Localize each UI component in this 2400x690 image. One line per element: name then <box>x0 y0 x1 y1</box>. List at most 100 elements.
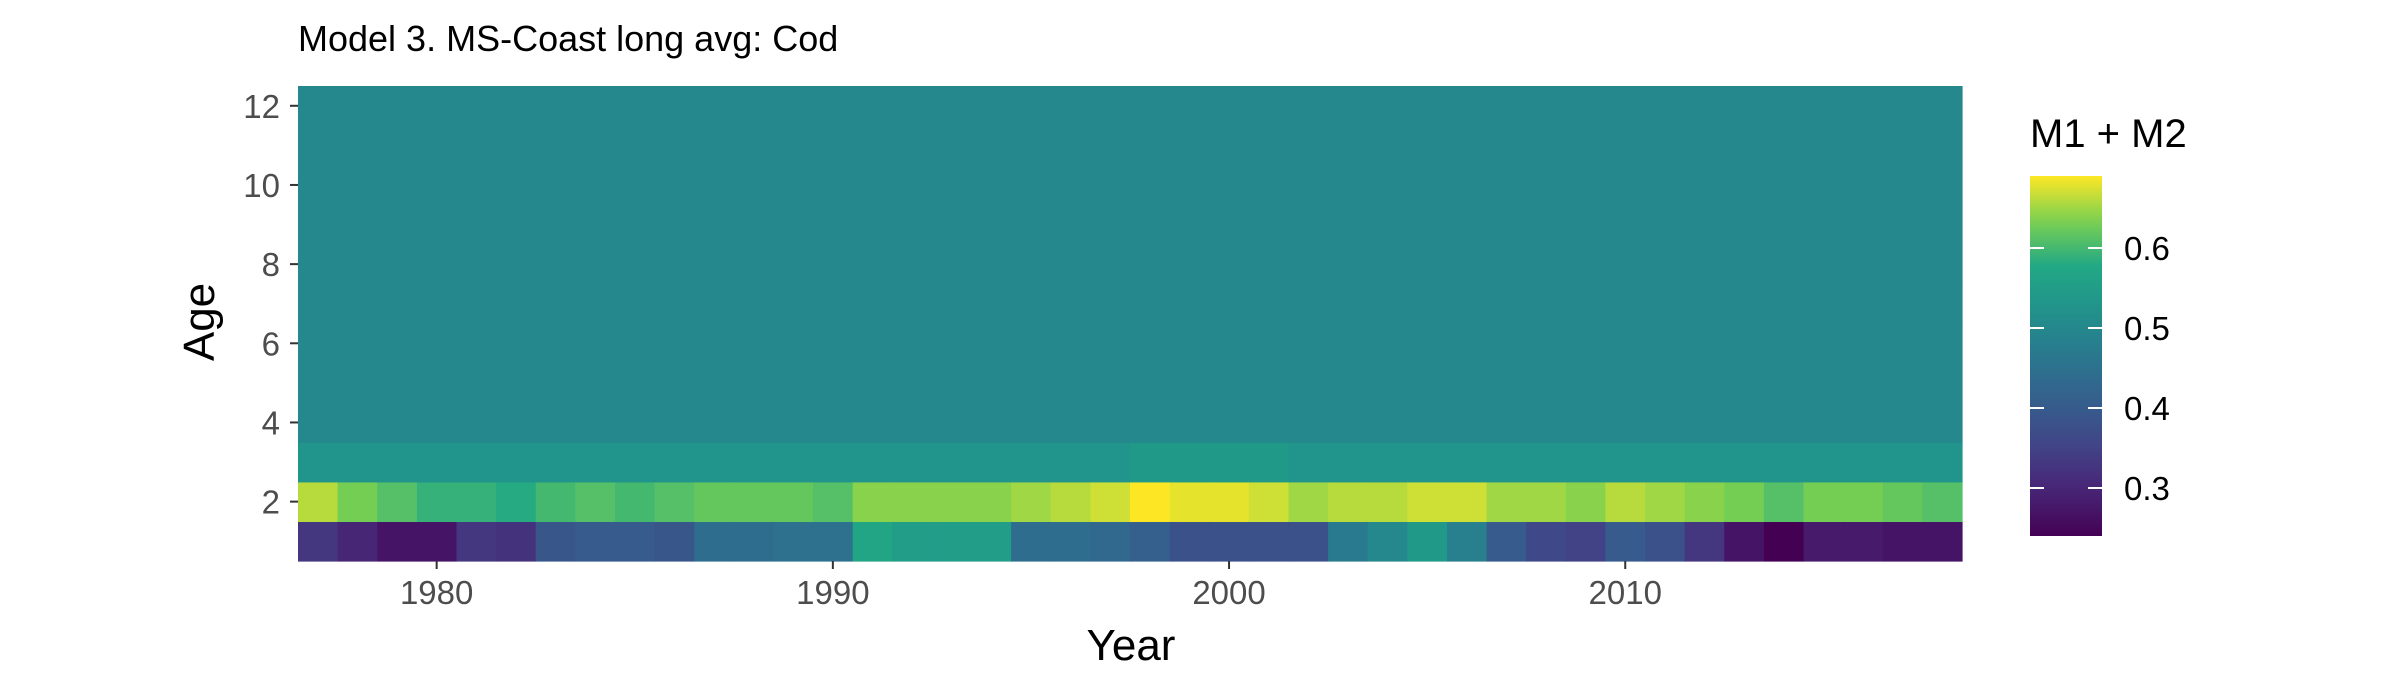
heatmap-cell <box>1446 323 1488 364</box>
heatmap-cell <box>377 283 418 325</box>
heatmap-cell <box>1050 244 1091 285</box>
heatmap-cell <box>852 363 893 404</box>
heatmap-cell <box>1248 402 1290 443</box>
heatmap-cell <box>654 402 695 443</box>
heatmap-cell <box>377 244 418 285</box>
heatmap-cell <box>1367 521 1408 562</box>
heatmap-cell <box>971 283 1012 325</box>
heatmap-cell <box>1605 363 1646 404</box>
heatmap-cell <box>1922 521 1963 562</box>
heatmap-cell <box>694 165 735 206</box>
heatmap-cell <box>614 244 656 285</box>
heatmap-cell <box>1288 442 1329 483</box>
heatmap-cell <box>377 125 418 166</box>
heatmap-cell <box>813 521 854 562</box>
heatmap-cell <box>654 244 695 285</box>
heatmap-cell <box>1288 402 1329 443</box>
heatmap-cell <box>1011 165 1052 206</box>
heatmap-cell <box>1645 204 1686 245</box>
heatmap-cell <box>1922 283 1963 325</box>
heatmap-cell <box>1724 521 1765 562</box>
heatmap-cell <box>1763 402 1805 443</box>
heatmap-cell <box>1328 402 1369 443</box>
heatmap-cell <box>1446 125 1488 166</box>
heatmap-cell <box>1922 125 1963 166</box>
heatmap-cell <box>733 204 775 245</box>
heatmap-cell <box>1130 204 1171 245</box>
heatmap-cell <box>1011 323 1052 364</box>
heatmap-cell <box>456 125 497 166</box>
heatmap-cell <box>1486 442 1527 483</box>
heatmap-cell <box>1169 283 1210 325</box>
heatmap-cell <box>535 204 576 245</box>
heatmap-cell <box>1724 363 1765 404</box>
heatmap-cell <box>377 86 418 127</box>
heatmap-cell <box>496 125 537 166</box>
heatmap-cell <box>733 323 775 364</box>
heatmap-cell <box>1882 363 1923 404</box>
heatmap-cell <box>337 165 378 206</box>
y-tick-label: 6 <box>262 325 280 362</box>
heatmap-cell <box>298 323 339 364</box>
heatmap-cell <box>1446 165 1488 206</box>
x-axis-title: Year <box>1087 621 1176 670</box>
heatmap-cell <box>1248 363 1290 404</box>
heatmap-cell <box>773 323 814 364</box>
heatmap-cell <box>892 521 933 562</box>
heatmap-cell <box>1130 86 1171 127</box>
heatmap-cell <box>298 363 339 404</box>
heatmap-cell <box>1724 283 1765 325</box>
heatmap-cell <box>1922 244 1963 285</box>
heatmap-cell <box>1763 283 1805 325</box>
heatmap-cell <box>1288 521 1329 562</box>
heatmap-cell <box>1248 323 1290 364</box>
heatmap-cell <box>1684 442 1725 483</box>
heatmap-cell <box>1446 244 1488 285</box>
x-axis: 1980 1990 2000 2010 <box>400 561 1662 611</box>
heatmap-cell <box>1209 323 1250 364</box>
heatmap-cell <box>1882 165 1923 206</box>
heatmap-cell <box>931 323 973 364</box>
heatmap-cell <box>298 521 339 562</box>
heatmap-cell <box>1882 442 1923 483</box>
heatmap-cell <box>892 283 933 325</box>
heatmap-cell <box>496 402 537 443</box>
heatmap-cell <box>1763 244 1805 285</box>
heatmap-cell <box>1803 204 1844 245</box>
heatmap-cell <box>733 125 775 166</box>
x-tick-label: 2000 <box>1192 574 1265 611</box>
heatmap-cell <box>416 521 458 562</box>
heatmap-cell <box>892 323 933 364</box>
heatmap-cell <box>1882 481 1923 523</box>
heatmap-cell <box>1605 125 1646 166</box>
heatmap-cell <box>614 283 656 325</box>
heatmap-cell <box>1130 481 1171 523</box>
heatmap-cell <box>694 521 735 562</box>
heatmap-cell <box>614 204 656 245</box>
heatmap-cell <box>456 363 497 404</box>
heatmap-cell <box>1803 521 1844 562</box>
heatmap-cell <box>377 521 418 562</box>
heatmap-cell <box>1843 442 1884 483</box>
heatmap-cell <box>931 125 973 166</box>
heatmap-cell <box>1446 481 1488 523</box>
heatmap-cell <box>456 442 497 483</box>
heatmap-cell <box>1090 442 1131 483</box>
heatmap-cell <box>1328 283 1369 325</box>
heatmap-cell <box>1209 283 1250 325</box>
heatmap-cell <box>1248 125 1290 166</box>
heatmap-cell <box>1407 86 1448 127</box>
heatmap-cell <box>1882 244 1923 285</box>
heatmap-cell <box>694 363 735 404</box>
heatmap-cell <box>1288 481 1329 523</box>
heatmap-cell <box>1605 442 1646 483</box>
heatmap-cell <box>575 86 616 127</box>
heatmap-cell <box>931 86 973 127</box>
heatmap-cell <box>1407 481 1448 523</box>
heatmap-cell <box>1169 363 1210 404</box>
heatmap-cell <box>1248 204 1290 245</box>
heatmap-cell <box>1843 363 1884 404</box>
heatmap-cell <box>1526 323 1567 364</box>
legend-tick-label: 0.3 <box>2124 470 2170 507</box>
